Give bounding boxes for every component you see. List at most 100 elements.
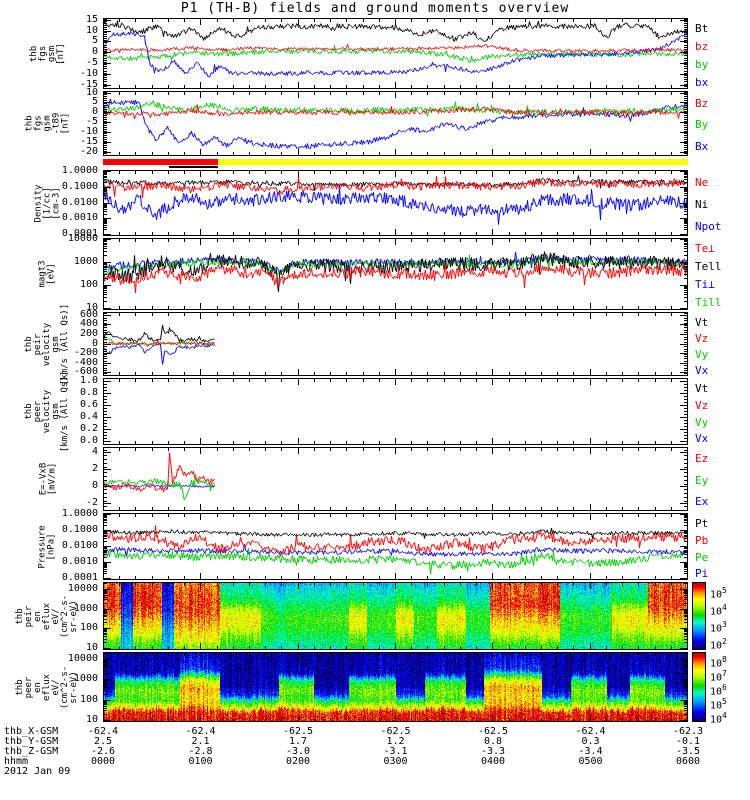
colorbar-peir-en-eflux <box>692 582 706 650</box>
colorbar-tick-label: 105 <box>710 696 727 712</box>
legend-Tell: Tell <box>695 260 722 274</box>
y-tick-label: 1.0 <box>79 375 98 386</box>
legend-Vt: Vt <box>695 382 709 396</box>
legend-Vy: Vy <box>695 347 709 361</box>
y-tick-label: 0 <box>91 106 98 118</box>
y-tick-label: -2 <box>85 497 98 509</box>
exponent: 2 <box>722 637 727 647</box>
footer-value: 1.2 <box>386 736 405 747</box>
y-tick-label: -5 <box>85 116 98 128</box>
y-tick-label: 15 <box>85 13 98 25</box>
footer-value: -2.6 <box>90 746 116 757</box>
y-tick-label: -20 <box>79 146 98 158</box>
y-tick-label: 0.0 <box>79 435 98 446</box>
y-axis-title-magt3: magt3 [eV] <box>6 238 90 310</box>
colorbar-tick-label: 103 <box>710 620 727 635</box>
colorbar-tick-label: 104 <box>710 710 727 726</box>
footer-row-label-thb_X-GSM: thb_X-GSM <box>4 726 59 737</box>
footer-value: 1.7 <box>288 736 308 747</box>
y-tick-label: 0.8 <box>79 387 98 398</box>
footer-value: -62.4 <box>87 726 119 737</box>
legend-Bx: Bx <box>695 139 709 153</box>
footer-value: 0.8 <box>483 736 503 747</box>
quality-strip-mark <box>168 166 219 168</box>
legend-Pi: Pi <box>695 567 709 581</box>
footer-value: -3.0 <box>285 746 311 757</box>
colorbar-tick-label: 108 <box>710 654 727 670</box>
footer-value: -3.1 <box>383 746 408 757</box>
y-tick-label: 1.0000 <box>61 164 98 176</box>
legend-Vx: Vx <box>695 432 709 446</box>
y-tick-label: 0.6 <box>79 399 98 410</box>
footer-value: -62.5 <box>282 726 314 737</box>
y-tick-label: 0.2 <box>79 423 98 434</box>
footer-value: 0500 <box>578 756 603 767</box>
quality-strip-segment <box>103 159 219 165</box>
panel-canvas-fgs-gsm-t89 <box>103 91 688 156</box>
footer-row-label-thb_Z-GSM: thb_Z-GSM <box>4 746 59 757</box>
footer-value: 0100 <box>188 756 213 767</box>
y-tick-label: 1000 <box>73 602 98 614</box>
legend-bz: bz <box>695 40 709 54</box>
y-tick-label: 200 <box>79 327 98 339</box>
panel-canvas-pressure <box>103 513 688 580</box>
legend-Vy: Vy <box>695 415 709 429</box>
colorbar-tick-label: 104 <box>710 603 727 618</box>
y-tick-label: 4 <box>91 446 98 458</box>
y-tick-label: 0.0100 <box>61 196 98 208</box>
legend-Ey: Ey <box>695 473 709 487</box>
legend-Pe: Pe <box>695 550 709 564</box>
y-tick-label: 400 <box>79 318 98 330</box>
colorbar-peer-en-eflux <box>692 652 706 722</box>
y-tick-label: -400 <box>73 356 98 368</box>
y-tick-label: 100 <box>79 622 98 634</box>
footer-value: -62.4 <box>185 726 216 737</box>
legend-By: By <box>695 118 709 132</box>
legend-Vz: Vz <box>695 398 709 412</box>
y-tick-label: 0 <box>91 337 98 349</box>
panel-canvas-efield <box>103 447 688 511</box>
y-tick-label: -15 <box>79 78 98 90</box>
colorbar-tick-label: 107 <box>710 668 727 684</box>
panel-canvas-peer-velocity <box>103 378 688 445</box>
panel-canvas-peir-velocity <box>103 312 688 376</box>
legend-Bt: Bt <box>695 22 709 36</box>
y-tick-label: -10 <box>79 126 98 138</box>
exponent: 3 <box>722 620 727 630</box>
footer-value: 2.5 <box>93 736 113 747</box>
footer-value: 0300 <box>383 756 408 767</box>
y-tick-label: 0 <box>91 480 98 492</box>
legend-Ti⊥: Ti⊥ <box>695 278 715 292</box>
y-tick-label: 0 <box>91 46 98 58</box>
y-tick-label: 10000 <box>67 653 98 665</box>
y-tick-label: -600 <box>73 366 98 378</box>
footer-value: -3.4 <box>578 746 603 757</box>
footer-value: -3.3 <box>480 746 506 757</box>
footer-value: 2.1 <box>191 736 210 747</box>
y-tick-label: 10 <box>85 301 98 313</box>
exponent: 8 <box>722 654 727 664</box>
legend-Vz: Vz <box>695 331 709 345</box>
exponent: 5 <box>722 586 727 596</box>
footer-value: -2.8 <box>188 746 213 757</box>
quality-strip <box>103 159 688 165</box>
y-tick-label: 1000 <box>73 256 98 268</box>
exponent: 4 <box>722 710 727 720</box>
legend-Bz: Bz <box>695 96 709 110</box>
legend-Ex: Ex <box>695 495 709 509</box>
exponent: 6 <box>722 682 727 692</box>
legend-Pt: Pt <box>695 517 709 531</box>
colorbar-tick-label: 106 <box>710 682 727 698</box>
y-tick-label: 600 <box>79 308 98 320</box>
footer-value: -62.5 <box>477 726 509 737</box>
y-tick-label: 10000 <box>67 582 98 594</box>
legend-Npot: Npot <box>695 219 722 233</box>
y-tick-label: 10000 <box>67 233 98 245</box>
y-tick-label: 1000 <box>73 673 98 685</box>
legend-by: by <box>695 57 709 71</box>
y-tick-label: 10 <box>85 86 98 98</box>
panel-canvas-fgs-gsm <box>103 18 688 89</box>
legend-Te⊥: Te⊥ <box>695 242 715 256</box>
colorbar-tick-label: 105 <box>710 586 727 601</box>
